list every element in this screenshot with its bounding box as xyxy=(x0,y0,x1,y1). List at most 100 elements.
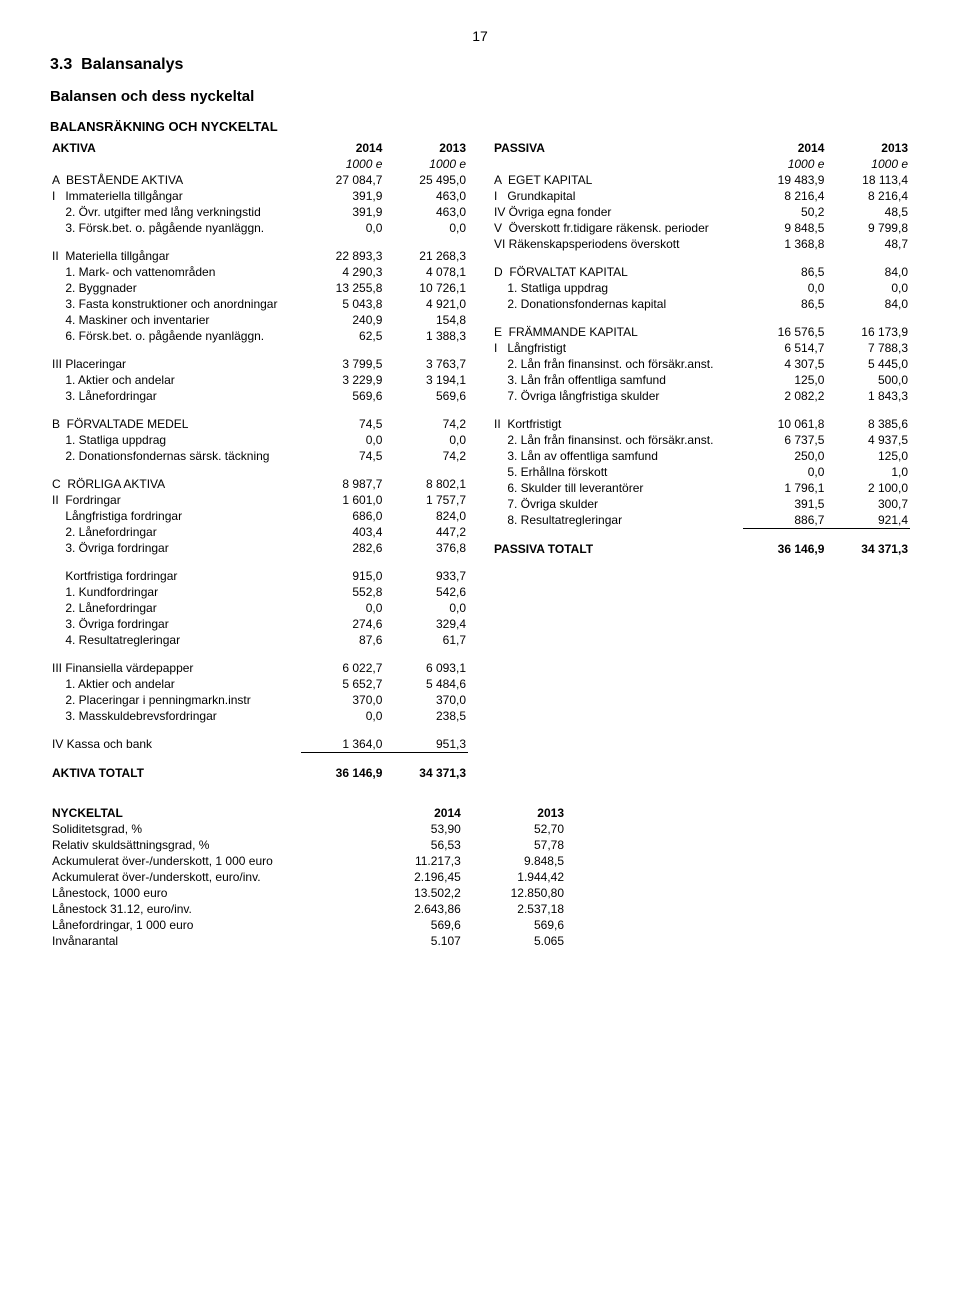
row-label: 3. Lån från offentliga samfund xyxy=(492,372,743,388)
row-value-y1: 53,90 xyxy=(360,821,463,837)
table-row: I Långfristigt6 514,77 788,3 xyxy=(492,340,910,356)
row-label: Relativ skuldsättningsgrad, % xyxy=(50,837,360,853)
row-value-y1: 56,53 xyxy=(360,837,463,853)
row-value-y2: 34 371,3 xyxy=(384,765,468,781)
section-heading: 3.3 Balansanalys xyxy=(50,56,910,74)
table-row: 3. Försk.bet. o. pågående nyanläggn.0,00… xyxy=(50,220,468,236)
row-value-y1: 0,0 xyxy=(743,280,827,296)
aktiva-column: AKTIVA 2014 2013 1000 e 1000 e A BESTÅEN… xyxy=(50,140,468,781)
row-value-y1: 11.217,3 xyxy=(360,853,463,869)
row-label: 2. Lån från finansinst. och försäkr.anst… xyxy=(492,432,743,448)
row-value-y1: 3 799,5 xyxy=(301,356,385,372)
nyckeltal-title: NYCKELTAL xyxy=(50,805,360,821)
row-value-y2: 2.537,18 xyxy=(463,901,566,917)
table-row: A BESTÅENDE AKTIVA27 084,725 495,0 xyxy=(50,172,468,188)
table-row: A EGET KAPITAL19 483,918 113,4 xyxy=(492,172,910,188)
row-label: Lånestock, 1000 euro xyxy=(50,885,360,901)
row-label: VI Räkenskapsperiodens överskott xyxy=(492,236,743,252)
row-label: V Överskott fr.tidigare räkensk. periode… xyxy=(492,220,743,236)
row-value-y1: 50,2 xyxy=(743,204,827,220)
row-label: 3. Lånefordringar xyxy=(50,388,301,404)
row-label: A EGET KAPITAL xyxy=(492,172,743,188)
row-label: 4. Maskiner och inventarier xyxy=(50,312,301,328)
row-label: C RÖRLIGA AKTIVA xyxy=(50,476,301,492)
table-row: 2. Donationsfondernas särsk. täckning74,… xyxy=(50,448,468,464)
table-row: Invånarantal5.1075.065 xyxy=(50,933,566,949)
row-label: 1. Aktier och andelar xyxy=(50,372,301,388)
table-row xyxy=(492,529,910,542)
row-value-y2: 5.065 xyxy=(463,933,566,949)
row-value-y2: 447,2 xyxy=(384,524,468,540)
row-value-y2: 125,0 xyxy=(826,448,910,464)
year-1: 2014 xyxy=(360,805,463,821)
table-row: VI Räkenskapsperiodens överskott1 368,84… xyxy=(492,236,910,252)
row-value-y2: 9.848,5 xyxy=(463,853,566,869)
row-value-y1: 391,9 xyxy=(301,204,385,220)
unit: 1000 e xyxy=(743,156,827,172)
row-value-y2: 25 495,0 xyxy=(384,172,468,188)
row-label: 4. Resultatregleringar xyxy=(50,632,301,648)
row-value-y2: 2 100,0 xyxy=(826,480,910,496)
row-label: 8. Resultatregleringar xyxy=(492,512,743,529)
nyckeltal-section: NYCKELTAL 2014 2013 Soliditetsgrad, %53,… xyxy=(50,805,910,949)
row-label: 6. Försk.bet. o. pågående nyanläggn. xyxy=(50,328,301,344)
table-row: Kortfristiga fordringar915,0933,7 xyxy=(50,568,468,584)
year-2: 2013 xyxy=(826,140,910,156)
row-value-y1: 686,0 xyxy=(301,508,385,524)
aktiva-header: AKTIVA xyxy=(50,140,301,156)
row-label: 2. Lån från finansinst. och försäkr.anst… xyxy=(492,356,743,372)
row-label: 2. Lånefordringar xyxy=(50,524,301,540)
row-value-y2: 12.850,80 xyxy=(463,885,566,901)
page-number: 17 xyxy=(50,28,910,44)
row-value-y1: 6 737,5 xyxy=(743,432,827,448)
row-value-y1: 3 229,9 xyxy=(301,372,385,388)
row-label: 3. Övriga fordringar xyxy=(50,540,301,556)
table-row: I Grundkapital8 216,48 216,4 xyxy=(492,188,910,204)
table-row xyxy=(50,404,468,416)
row-value-y1: 0,0 xyxy=(301,600,385,616)
row-value-y1: 2 082,2 xyxy=(743,388,827,404)
table-row xyxy=(50,236,468,248)
row-value-y2: 8 216,4 xyxy=(826,188,910,204)
table-row: Ackumulerat över-/underskott, euro/inv.2… xyxy=(50,869,566,885)
unit: 1000 e xyxy=(301,156,385,172)
row-label: Lånestock 31.12, euro/inv. xyxy=(50,901,360,917)
row-label: 5. Erhållna förskott xyxy=(492,464,743,480)
row-value-y1: 0,0 xyxy=(743,464,827,480)
table-row: 2. Byggnader13 255,810 726,1 xyxy=(50,280,468,296)
spacer xyxy=(50,344,468,356)
row-value-y2: 6 093,1 xyxy=(384,660,468,676)
unit: 1000 e xyxy=(384,156,468,172)
row-value-y1: 391,5 xyxy=(743,496,827,512)
table-row: 2. Lån från finansinst. och försäkr.anst… xyxy=(492,432,910,448)
table-row: 2. Lån från finansinst. och försäkr.anst… xyxy=(492,356,910,372)
table-row xyxy=(50,753,468,766)
table-row: 1. Aktier och andelar5 652,75 484,6 xyxy=(50,676,468,692)
spacer xyxy=(492,404,910,416)
row-value-y1: 36 146,9 xyxy=(301,765,385,781)
table-row: Lånestock, 1000 euro13.502,212.850,80 xyxy=(50,885,566,901)
row-value-y1: 0,0 xyxy=(301,432,385,448)
table-row xyxy=(50,648,468,660)
table-row: AKTIVA TOTALT36 146,934 371,3 xyxy=(50,765,468,781)
table-row: Ackumulerat över-/underskott, 1 000 euro… xyxy=(50,853,566,869)
row-value-y2: 10 726,1 xyxy=(384,280,468,296)
row-value-y1: 2.196,45 xyxy=(360,869,463,885)
row-value-y2: 569,6 xyxy=(463,917,566,933)
row-value-y2: 4 921,0 xyxy=(384,296,468,312)
row-value-y1: 282,6 xyxy=(301,540,385,556)
table-row: II Materiella tillgångar22 893,321 268,3 xyxy=(50,248,468,264)
row-value-y1: 8 216,4 xyxy=(743,188,827,204)
unit: 1000 e xyxy=(826,156,910,172)
spacer xyxy=(50,464,468,476)
table-row: 2. Placeringar i penningmarkn.instr370,0… xyxy=(50,692,468,708)
row-value-y2: 376,8 xyxy=(384,540,468,556)
row-value-y1: 87,6 xyxy=(301,632,385,648)
spacer xyxy=(50,404,468,416)
passiva-header: PASSIVA xyxy=(492,140,743,156)
row-value-y2: 5 445,0 xyxy=(826,356,910,372)
year-2: 2013 xyxy=(384,140,468,156)
row-value-y2: 8 802,1 xyxy=(384,476,468,492)
row-label: B FÖRVALTADE MEDEL xyxy=(50,416,301,432)
table-row xyxy=(50,344,468,356)
